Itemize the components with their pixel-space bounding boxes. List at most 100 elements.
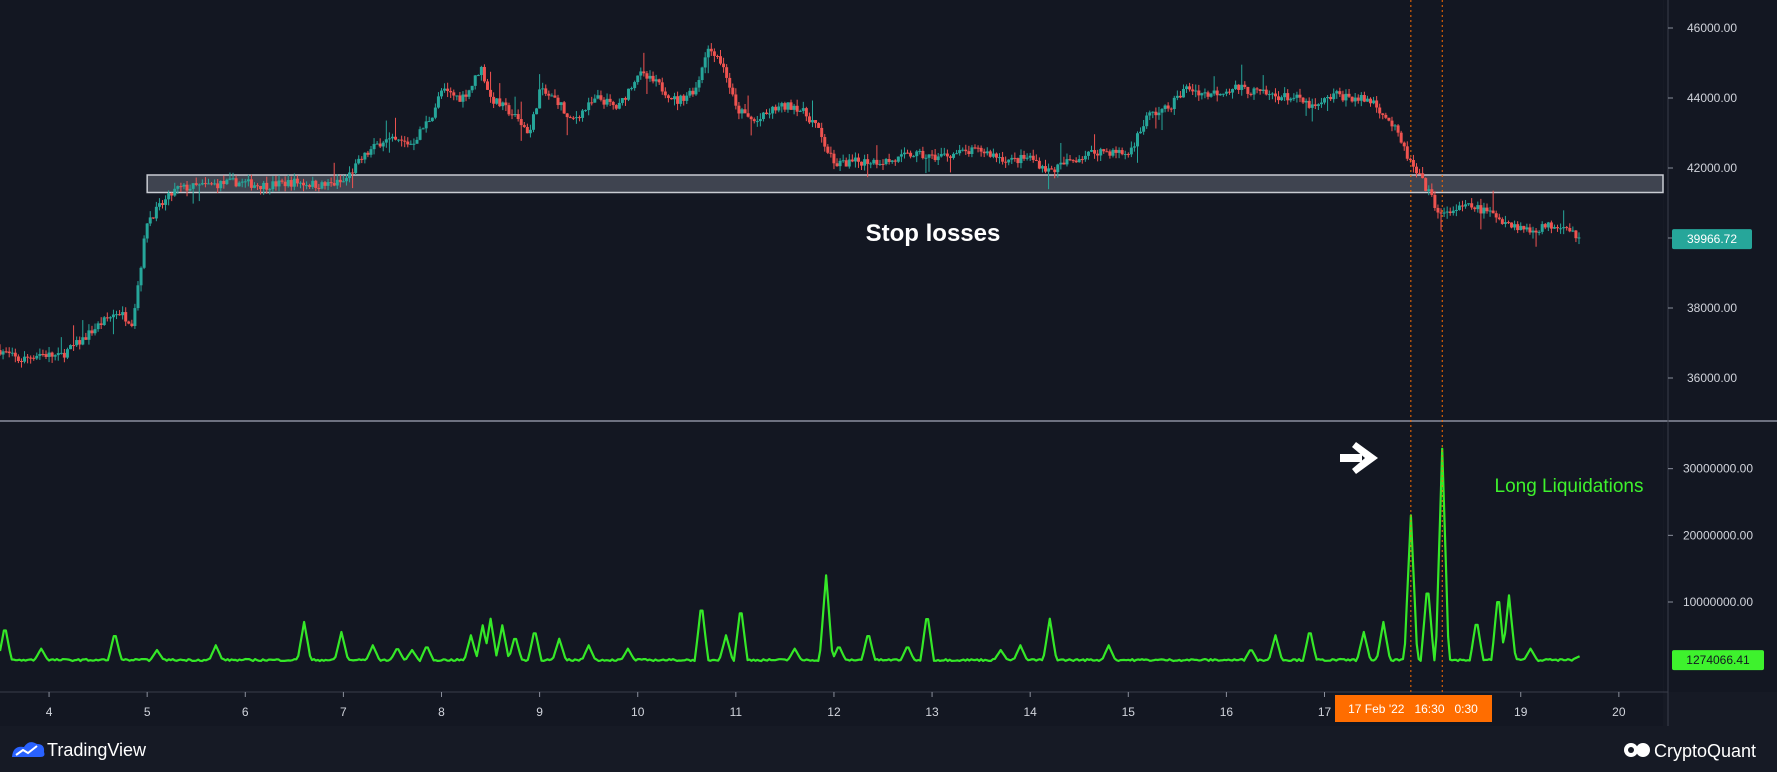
candle	[105, 312, 109, 322]
candle	[844, 157, 848, 167]
candle	[737, 102, 741, 120]
candle	[1148, 110, 1152, 121]
candle	[1255, 87, 1259, 94]
candle	[133, 303, 137, 329]
candle	[777, 102, 781, 113]
candle	[479, 65, 483, 81]
candle	[164, 195, 168, 211]
candle	[381, 140, 385, 152]
candle	[1359, 92, 1363, 107]
candle	[728, 72, 732, 94]
candle	[786, 102, 790, 113]
candle	[948, 155, 952, 173]
candle	[157, 198, 161, 211]
candle	[611, 100, 615, 110]
candle	[203, 177, 207, 188]
candle	[467, 89, 471, 100]
candle	[1050, 165, 1054, 170]
candle	[1013, 152, 1017, 162]
candle	[691, 87, 695, 97]
candle	[1323, 97, 1327, 105]
candle	[1166, 102, 1170, 112]
candle	[752, 117, 756, 124]
candle	[531, 111, 535, 133]
candle	[516, 109, 520, 122]
candle	[259, 185, 263, 195]
candle	[384, 120, 388, 148]
candle	[1093, 134, 1097, 159]
candle	[127, 320, 131, 325]
candle	[906, 149, 910, 154]
candle	[452, 89, 456, 101]
last-liquidations-tag: 1274066.41	[1672, 650, 1764, 671]
candle	[1562, 210, 1566, 235]
last-price-label: 39966.72	[1687, 232, 1737, 246]
candle	[200, 179, 204, 186]
candle	[240, 178, 244, 188]
candle	[446, 82, 450, 98]
candle	[1537, 230, 1541, 236]
candle	[1215, 86, 1219, 102]
candle	[1470, 198, 1474, 210]
candle	[188, 184, 192, 192]
candle	[1482, 202, 1486, 219]
candle	[1273, 88, 1277, 103]
candle	[887, 153, 891, 165]
candle	[415, 136, 419, 144]
candlestick-series	[0, 43, 1581, 368]
candle	[994, 152, 998, 163]
candle	[418, 126, 422, 141]
candle	[1019, 149, 1023, 169]
candle	[394, 117, 398, 141]
candle	[1096, 149, 1100, 162]
candle	[1102, 148, 1106, 154]
candle	[952, 152, 956, 160]
candle	[265, 176, 269, 194]
candle	[838, 158, 842, 172]
candle	[1040, 164, 1044, 173]
candle	[1160, 108, 1164, 131]
candle	[1365, 95, 1369, 102]
candle	[810, 100, 814, 128]
candle	[1497, 213, 1501, 221]
candle	[23, 351, 27, 364]
candle	[1077, 155, 1081, 163]
candle	[292, 173, 296, 191]
candle	[1427, 185, 1431, 196]
candle	[1145, 112, 1149, 129]
candle	[930, 150, 934, 160]
candle	[933, 149, 937, 162]
candle	[1534, 228, 1538, 247]
time-tick-label: 19	[1514, 705, 1528, 719]
candle	[268, 188, 272, 195]
candle	[1120, 147, 1124, 156]
candle	[1117, 147, 1121, 159]
candle	[700, 66, 704, 84]
candle	[38, 348, 42, 360]
candle	[295, 175, 299, 187]
candle	[1169, 107, 1173, 113]
price-tick-label: 44000.00	[1687, 91, 1737, 105]
candle	[547, 90, 551, 100]
candle	[498, 83, 502, 108]
candle	[893, 159, 897, 166]
candle	[302, 178, 306, 192]
candle	[62, 348, 66, 363]
candle	[1185, 84, 1189, 93]
candle	[118, 310, 122, 316]
candle	[1209, 92, 1213, 98]
candle	[1212, 76, 1216, 96]
candle	[1200, 92, 1204, 100]
candle	[1375, 96, 1379, 113]
candle	[182, 183, 186, 190]
candle	[765, 109, 769, 115]
candle	[1424, 177, 1428, 192]
candle	[102, 316, 106, 326]
candle	[740, 107, 744, 119]
price-tick-label: 38000.00	[1687, 301, 1737, 315]
candle	[1319, 97, 1323, 108]
candle	[896, 156, 900, 163]
candle	[283, 176, 287, 192]
candle	[29, 355, 33, 364]
